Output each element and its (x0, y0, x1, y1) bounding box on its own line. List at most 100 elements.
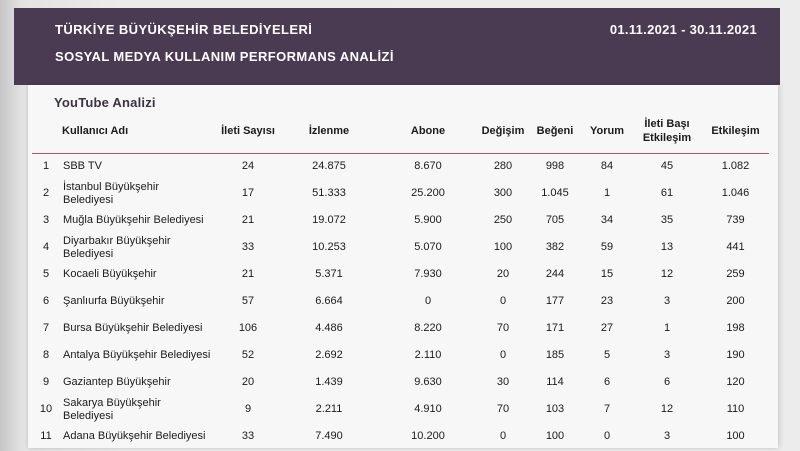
value-cell: 0 (499, 430, 507, 443)
table-row: 11 Adana Büyükşehir Belediyesi 33 7.490 10.2… (32, 424, 769, 451)
value-cell: 6 (603, 376, 611, 389)
value-cell: 106 (238, 322, 258, 335)
value-cell: 5.371 (315, 268, 343, 281)
value-cell: 12 (660, 268, 674, 281)
report-header-band: TÜRKİYE BÜYÜKŞEHİR BELEDİYELERİ SOSYAL M… (14, 8, 780, 85)
value-cell: 171 (545, 322, 565, 335)
column-header: Beğeni (528, 116, 582, 154)
value-cell: 33 (241, 241, 255, 254)
municipality-name: Diyarbakır Büyükşehir Belediyesi (63, 234, 171, 260)
municipality-name: Sakarya Büyükşehir Belediyesi (63, 396, 161, 422)
value-cell: 52 (241, 349, 255, 362)
value-cell: 12 (660, 403, 674, 416)
value-cell: 27 (600, 322, 614, 335)
value-cell: 3 (663, 349, 671, 362)
value-cell: 25.200 (411, 187, 445, 200)
value-cell: 84 (582, 152, 632, 181)
table-header-row: Kullanıcı Adı İleti Sayısı İzlenme Abone Değ… (32, 116, 769, 154)
value-cell: 70 (496, 322, 510, 335)
table-row: 10 Sakarya Büyükşehir Belediyesi 9 2.211 4.9… (32, 397, 769, 424)
value-cell: 24.875 (280, 152, 378, 181)
value-cell: 1.045 (541, 187, 569, 200)
value-cell: 1.046 (721, 187, 750, 200)
value-cell: 19.072 (312, 214, 346, 227)
value-cell: 70 (496, 403, 510, 416)
table-body: 1 SBB TV 24 24.875 8.670 280 998 84 45 1.082 2 İsta… (32, 152, 769, 451)
municipality-name: SBB TV (60, 152, 216, 181)
value-cell: 3 (663, 295, 671, 308)
table-row: 8 Antalya Büyükşehir Belediyesi 52 2.692 2.1… (32, 343, 769, 370)
value-cell: 57 (241, 295, 255, 308)
value-cell: 0 (499, 349, 507, 362)
value-cell: 61 (660, 187, 674, 200)
row-rank: 7 (42, 322, 50, 335)
value-cell: 200 (726, 295, 745, 308)
value-cell: 198 (726, 322, 745, 335)
value-cell: 185 (545, 349, 565, 362)
value-cell: 4.910 (414, 403, 442, 416)
value-cell: 705 (545, 214, 565, 227)
value-cell: 3 (663, 430, 671, 443)
column-header: İzlenme (280, 116, 378, 154)
value-cell: 13 (660, 241, 674, 254)
value-cell: 6.664 (315, 295, 343, 308)
value-cell: 0 (603, 430, 611, 443)
value-cell: 24 (216, 152, 280, 181)
value-cell: 250 (493, 214, 513, 227)
column-header: Değişim (478, 116, 528, 154)
value-cell: 17 (241, 187, 255, 200)
value-cell: 2.211 (315, 403, 343, 416)
value-cell: 21 (241, 214, 255, 227)
value-cell: 9 (244, 403, 252, 416)
value-cell: 8.670 (378, 152, 478, 181)
report-title-line2: SOSYAL MEDYA KULLANIM PERFORMANS ANALİZİ (55, 49, 394, 64)
value-cell: 51.333 (312, 187, 346, 200)
value-cell: 45 (632, 152, 702, 181)
value-cell: 9.630 (414, 376, 442, 389)
value-cell: 0 (424, 295, 432, 308)
value-cell: 8.220 (414, 322, 442, 335)
value-cell: 34 (600, 214, 614, 227)
table-row: 7 Bursa Büyükşehir Belediyesi 106 4.486 8.22… (32, 316, 769, 343)
column-header: Yorum (582, 116, 632, 154)
value-cell: 280 (478, 152, 528, 181)
value-cell: 190 (726, 349, 745, 362)
value-cell: 10.253 (312, 241, 346, 254)
column-header-rank (32, 116, 60, 154)
column-header: Etkileşim (702, 116, 769, 154)
value-cell: 2.692 (315, 349, 343, 362)
value-cell: 114 (546, 376, 564, 389)
date-range: 01.11.2021 - 30.11.2021 (609, 22, 757, 37)
youtube-analysis-table: Kullanıcı Adı İleti Sayısı İzlenme Abone Değ… (32, 116, 769, 451)
municipality-name: Antalya Büyükşehir Belediyesi (63, 349, 211, 362)
column-header: İleti Başı Etkileşim (632, 116, 702, 154)
value-cell: 110 (726, 403, 745, 416)
column-header: İleti Sayısı (216, 116, 280, 154)
value-cell: 5.900 (414, 214, 442, 227)
value-cell: 30 (496, 376, 510, 389)
value-cell: 20 (241, 376, 255, 389)
table-row: 6 Şanlıurfa Büyükşehir 57 6.664 0 0 177 23 3 200 (32, 289, 769, 316)
row-rank: 3 (42, 214, 50, 227)
value-cell: 15 (600, 268, 614, 281)
row-rank: 9 (42, 376, 50, 389)
value-cell: 300 (493, 187, 513, 200)
value-cell: 4.486 (315, 322, 343, 335)
value-cell: 23 (600, 295, 614, 308)
municipality-name: İstanbul Büyükşehir Belediyesi (63, 180, 159, 206)
value-cell: 21 (241, 268, 255, 281)
row-rank: 1 (32, 152, 60, 181)
value-cell: 120 (726, 376, 745, 389)
section-title: YouTube Analizi (54, 95, 156, 110)
municipality-name: Kocaeli Büyükşehir (63, 268, 157, 281)
row-rank: 11 (40, 430, 52, 443)
value-cell: 35 (660, 214, 674, 227)
value-cell: 5 (603, 349, 611, 362)
municipality-name: Şanlıurfa Büyükşehir (63, 295, 165, 308)
value-cell: 0 (499, 295, 507, 308)
value-cell: 33 (241, 430, 255, 443)
value-cell: 177 (545, 295, 565, 308)
table-row: 3 Muğla Büyükşehir Belediyesi 21 19.072 5.90… (32, 208, 769, 235)
value-cell: 998 (528, 152, 582, 181)
value-cell: 1.082 (702, 152, 769, 181)
